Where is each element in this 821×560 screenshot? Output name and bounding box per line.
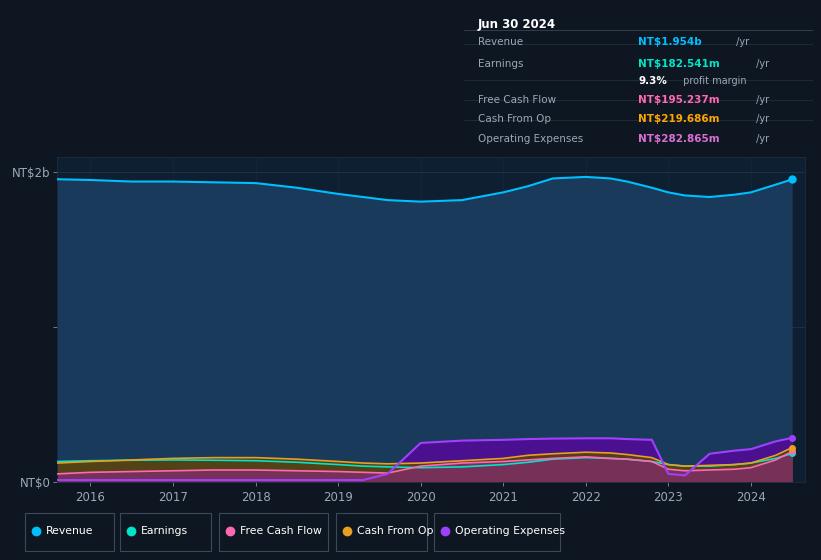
Text: /yr: /yr bbox=[754, 114, 769, 124]
Text: Cash From Op: Cash From Op bbox=[356, 526, 433, 535]
Text: Revenue: Revenue bbox=[46, 526, 93, 535]
Text: /yr: /yr bbox=[754, 134, 769, 144]
Text: Revenue: Revenue bbox=[478, 36, 523, 46]
Text: Free Cash Flow: Free Cash Flow bbox=[478, 95, 556, 105]
Text: NT$282.865m: NT$282.865m bbox=[639, 134, 720, 144]
Text: Operating Expenses: Operating Expenses bbox=[478, 134, 583, 144]
Text: Earnings: Earnings bbox=[478, 59, 523, 69]
Text: NT$1.954b: NT$1.954b bbox=[639, 36, 702, 46]
Text: Operating Expenses: Operating Expenses bbox=[455, 526, 565, 535]
Text: /yr: /yr bbox=[754, 95, 769, 105]
Text: NT$195.237m: NT$195.237m bbox=[639, 95, 720, 105]
Text: profit margin: profit margin bbox=[680, 76, 747, 86]
Text: Earnings: Earnings bbox=[141, 526, 188, 535]
Text: NT$182.541m: NT$182.541m bbox=[639, 59, 720, 69]
Text: /yr: /yr bbox=[732, 36, 749, 46]
Text: Cash From Op: Cash From Op bbox=[478, 114, 551, 124]
Text: NT$219.686m: NT$219.686m bbox=[639, 114, 720, 124]
Text: 9.3%: 9.3% bbox=[639, 76, 667, 86]
Text: /yr: /yr bbox=[754, 59, 769, 69]
Text: Jun 30 2024: Jun 30 2024 bbox=[478, 17, 556, 31]
Text: Free Cash Flow: Free Cash Flow bbox=[240, 526, 321, 535]
